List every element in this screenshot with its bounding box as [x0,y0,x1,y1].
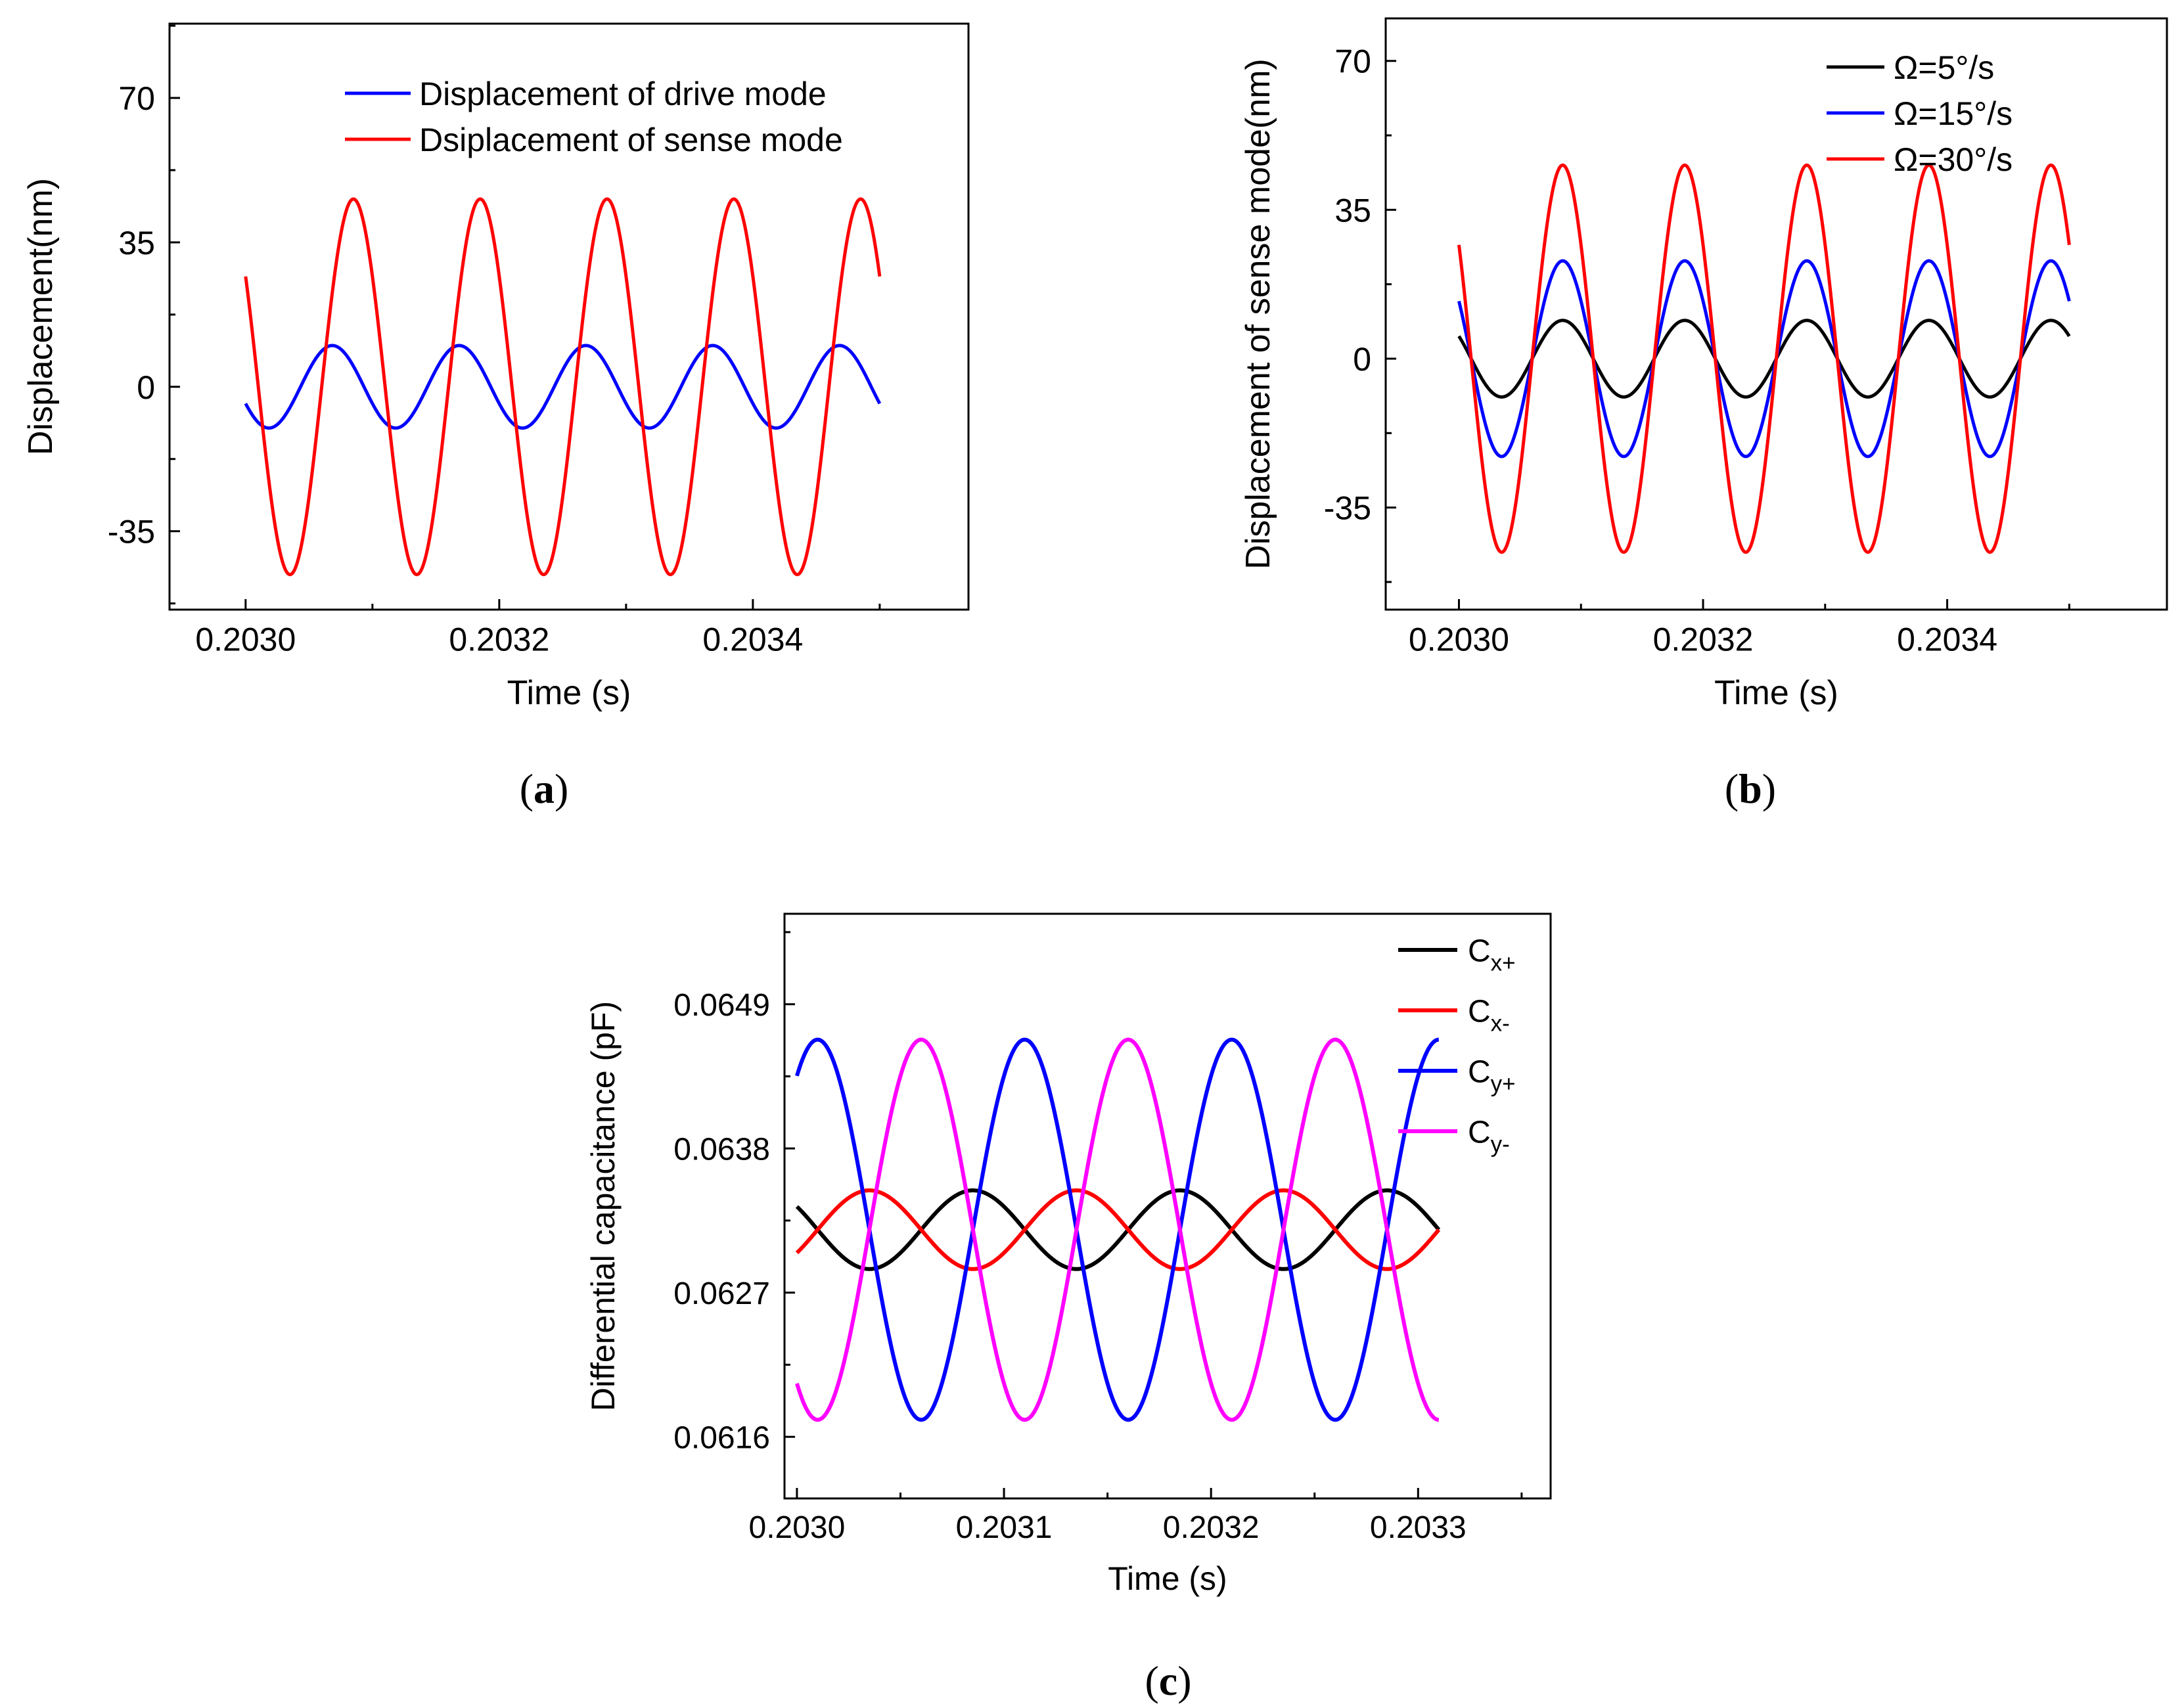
panel-label-c: (c) [1145,1657,1191,1704]
x-tick-labels-c: 0.2030 0.2031 0.2032 0.2033 [749,1510,1467,1545]
panel-b: 0.2030 0.2032 0.2034 -35 0 35 70 Ω=5°/s … [1239,17,2168,812]
legend-label-sub: y- [1491,1131,1510,1157]
legend-entry: Cx- [1398,994,1510,1036]
y-tick-label: 0.0616 [673,1420,770,1455]
legend-label-sub: x- [1491,1010,1510,1036]
x-tick-label: 0.2033 [1370,1510,1467,1545]
x-tick-label: 0.2034 [1897,621,1997,658]
legend-label-sub: y+ [1491,1071,1516,1096]
y-tick-label: -35 [1324,490,1371,527]
legend-label-sub: x+ [1491,950,1516,976]
panel-letter: c [1159,1657,1177,1704]
x-tick-label: 0.2032 [449,621,549,658]
panel-label-b: (b) [1725,765,1776,812]
legend-label-main: C [1468,1054,1491,1089]
series-line-omega-15 [1457,259,2071,459]
legend-label-main: C [1468,1115,1491,1150]
series-line-cx-minus [795,1188,1441,1271]
legend-label: Ω=5°/s [1894,49,1994,86]
x-tick-labels-a: 0.2030 0.2032 0.2034 [195,621,803,658]
y-tick-labels-b: -35 0 35 70 [1324,43,1371,527]
series-line-cx-plus [795,1188,1441,1271]
y-tick-label: 35 [118,225,155,261]
y-tick-label: 0 [1353,341,1371,378]
series-line-drive-mode [244,344,882,430]
plot-frame-c [783,912,1552,1500]
x-tick-label: 0.2031 [956,1510,1053,1545]
plot-frame-b [1384,17,2168,611]
panel-c: 0.2030 0.2031 0.2032 0.2033 0.0616 0.062… [585,912,1552,1704]
x-tick-label: 0.2032 [1163,1510,1260,1545]
legend-label-main: C [1468,933,1491,968]
y-tick-label: 0.0638 [673,1132,770,1167]
y-tick-label: 0 [137,369,155,406]
panel-a: 0.2030 0.2032 0.2034 -35 0 35 70 Displac… [22,22,970,812]
series-b [1457,163,2071,554]
x-tick-label: 0.2030 [749,1510,846,1545]
x-tick-label: 0.2032 [1653,621,1754,658]
y-tick-labels-c: 0.0616 0.0627 0.0638 0.0649 [673,988,770,1456]
y-tick-label: 70 [118,80,155,117]
series-line-cy-plus [795,1037,1440,1422]
series-c [795,1037,1441,1422]
legend-label: Ω=30°/s [1894,141,2013,178]
y-tick-label: 0.0627 [673,1276,770,1311]
ticks-c [785,931,1523,1498]
legend-entry: Ω=30°/s [1827,141,2013,178]
y-tick-label: -35 [108,514,155,551]
x-tick-label: 0.2030 [195,621,296,658]
legend-label: Cx- [1468,994,1510,1036]
legend-label: Cx+ [1468,933,1516,976]
panel-label-a: (a) [520,765,569,812]
y-axis-label-c: Differential capacitance (pF) [585,1001,622,1411]
legend-entry: Displacement of drive mode [345,76,827,112]
legend-entry: Ω=5°/s [1827,49,1994,86]
series-line-cy-minus [795,1037,1440,1422]
ticks-a [170,24,881,610]
panel-letter: b [1739,765,1762,812]
legend-label: Cy+ [1468,1054,1516,1096]
plot-frame-a [168,22,970,611]
legend-label: Displacement of drive mode [419,76,827,112]
series-line-sense-mode [244,197,882,577]
ticks-b [1386,60,2070,610]
x-axis-label-b: Time (s) [1714,674,1838,712]
legend-entry: Cx+ [1398,933,1516,976]
y-axis-label-a: Displacement(nm) [22,178,60,455]
y-tick-label: 70 [1334,43,1371,80]
legend-entry: Cy- [1398,1115,1510,1157]
legend-b: Ω=5°/s Ω=15°/s Ω=30°/s [1827,49,2013,178]
legend-label: Dsiplacement of sense mode [419,122,843,158]
y-tick-label: 35 [1334,192,1371,229]
x-tick-label: 0.2030 [1409,621,1509,658]
y-axis-label-b: Displacement of sense mode(nm) [1239,58,1277,569]
legend-entry: Dsiplacement of sense mode [345,122,843,158]
y-tick-label: 0.0649 [673,988,770,1023]
legend-entry: Ω=15°/s [1827,95,2013,132]
x-tick-label: 0.2034 [702,621,803,658]
legend-label: Cy- [1468,1115,1510,1157]
y-tick-labels-a: -35 0 35 70 [108,80,155,551]
series-a [244,197,882,577]
legend-entry: Cy+ [1398,1054,1516,1096]
x-axis-label-a: Time (s) [507,674,631,712]
legend-a: Displacement of drive mode Dsiplacement … [345,76,843,158]
panel-letter: a [534,765,555,812]
x-axis-label-c: Time (s) [1108,1560,1227,1597]
legend-label: Ω=15°/s [1894,95,2013,132]
series-line-omega-5 [1457,319,2071,399]
series-line-omega-30 [1457,163,2071,554]
legend-c: Cx+ Cx- Cy+ Cy- [1398,933,1516,1157]
legend-label-main: C [1468,994,1491,1029]
x-tick-labels-b: 0.2030 0.2032 0.2034 [1409,621,1997,658]
